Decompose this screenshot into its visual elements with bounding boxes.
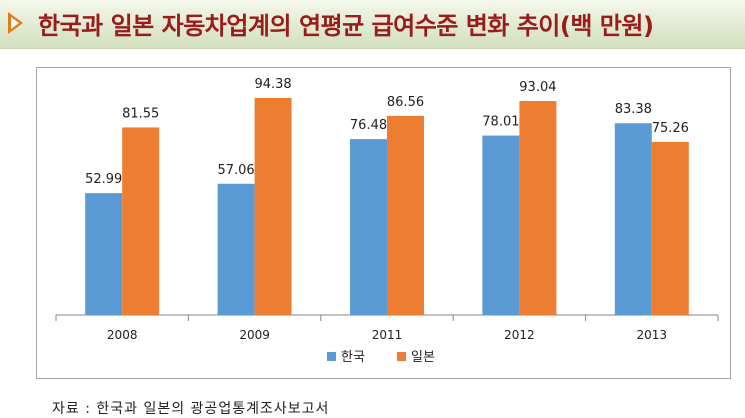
x-tick-label: 2011 (372, 328, 403, 342)
bar-korea (614, 123, 652, 315)
data-label: 94.38 (254, 77, 291, 92)
bar-korea (350, 139, 387, 315)
data-label: 76.48 (350, 118, 387, 133)
legend-label: 일본 (411, 350, 435, 365)
bar-japan (387, 115, 424, 315)
legend-swatch (327, 352, 336, 361)
legend-swatch (397, 352, 406, 361)
x-tick-label: 2012 (504, 328, 535, 342)
bar-korea (85, 193, 123, 315)
data-label: 86.56 (387, 95, 424, 110)
data-label: 93.04 (519, 80, 556, 95)
x-tick-label: 2009 (239, 328, 270, 342)
bar-japan (651, 141, 689, 315)
bar-korea (217, 183, 255, 315)
data-label: 81.55 (122, 106, 159, 121)
page-title: 한국과 일본 자동차업계의 연평균 급여수준 변화 추이(백 만원) (38, 12, 654, 40)
data-label: 52.99 (85, 172, 122, 187)
bar-japan (254, 97, 292, 316)
bar-japan (122, 127, 160, 315)
data-label: 57.06 (217, 163, 254, 178)
legend-label: 한국 (341, 350, 365, 365)
x-tick-label: 2013 (637, 328, 668, 342)
bar-japan (519, 101, 557, 315)
title-bar: 한국과 일본 자동차업계의 연평균 급여수준 변화 추이(백 만원) (0, 0, 745, 49)
data-label: 83.38 (615, 102, 652, 117)
bar-korea (482, 135, 520, 315)
data-label: 78.01 (482, 115, 519, 130)
chart-container: 52.99 81.55 2008 57.06 94.38 2009 76.48 86.56 20… (36, 67, 731, 379)
triangle-marker-icon (8, 12, 23, 34)
source-note: 자료 : 한국과 일본의 광공업통계조사보고서 (52, 401, 330, 417)
data-label: 75.26 (652, 121, 689, 136)
x-tick-label: 2008 (107, 328, 138, 342)
